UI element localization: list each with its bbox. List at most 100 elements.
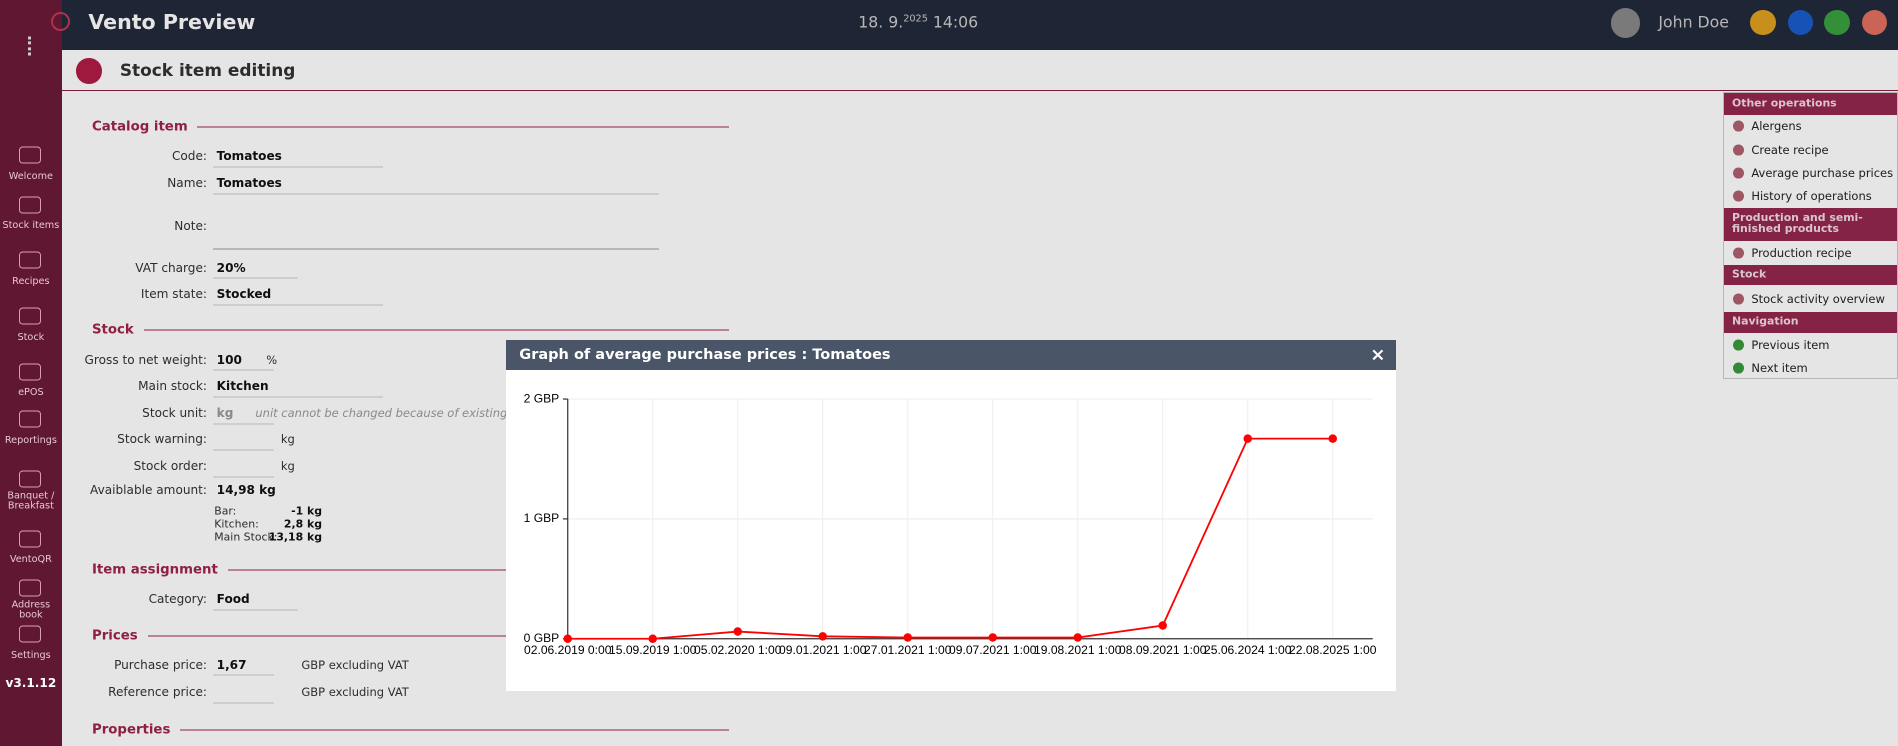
chat-icon[interactable]	[1824, 9, 1850, 36]
input[interactable]	[213, 702, 274, 704]
field-label: Avaiblable amount:	[90, 483, 207, 498]
page-title: Stock item editing	[119, 60, 296, 81]
panel-item[interactable]: Production recipe	[1751, 245, 1852, 260]
field-value[interactable]: kg	[216, 405, 234, 420]
sidebar-item[interactable]: Stock items	[2, 220, 60, 232]
sidebar-item[interactable]: Banquet / Breakfast	[7, 490, 55, 512]
panel-icon	[1733, 339, 1745, 351]
help-icon[interactable]	[1750, 9, 1776, 36]
panel-icon	[1733, 362, 1745, 374]
price-line	[567, 438, 1333, 641]
panel-item[interactable]: Average purchase prices	[1751, 165, 1894, 180]
sidebar-icon[interactable]	[19, 579, 42, 597]
sidebar-icon[interactable]	[19, 363, 42, 381]
input[interactable]	[213, 278, 298, 279]
sidebar-icon[interactable]	[19, 410, 42, 428]
phone-icon[interactable]	[1787, 9, 1814, 36]
panel-header: Stock	[1723, 264, 1897, 286]
panel-item[interactable]: History of operations	[1751, 188, 1872, 203]
input[interactable]	[213, 609, 298, 611]
input[interactable]	[213, 193, 659, 195]
input[interactable]	[213, 423, 274, 425]
price-point	[1158, 621, 1167, 631]
panel-item[interactable]: Previous item	[1751, 337, 1830, 352]
sidebar-icon[interactable]	[19, 470, 42, 488]
field-label: Reference price:	[108, 685, 207, 700]
section-title: Properties	[91, 722, 171, 738]
price-point	[1073, 633, 1082, 643]
modal-header	[505, 340, 1396, 371]
x-tick-label: 22.08.2025 1:00	[1289, 643, 1377, 657]
sidebar-icon[interactable]	[19, 251, 42, 269]
breakdown-label: Kitchen:	[214, 517, 259, 531]
panel-item[interactable]: Alergens	[1751, 118, 1802, 133]
price-point	[1243, 434, 1252, 444]
panel-item[interactable]: Create recipe	[1751, 142, 1829, 157]
user-name[interactable]: John Doe	[1658, 12, 1729, 32]
field-value[interactable]: Tomatoes	[216, 149, 282, 164]
field-label: Main stock:	[138, 379, 207, 394]
panel-item[interactable]: Stock activity overview	[1751, 291, 1885, 306]
x-tick-label: 15.09.2019 1:00	[609, 643, 697, 657]
input[interactable]	[213, 396, 383, 398]
time: 14:06	[932, 12, 979, 32]
field-value[interactable]: 20%	[216, 260, 246, 275]
unit: GBP excluding VAT	[301, 685, 409, 700]
back-button[interactable]	[76, 58, 102, 84]
y-tick-label: 0 GBP	[524, 631, 560, 645]
breakdown-value: 2,8 kg	[283, 517, 322, 531]
avatar[interactable]	[1611, 8, 1641, 38]
sidebar-item[interactable]: VentoQR	[9, 554, 52, 566]
panel-header: Production and semi-finished products	[1723, 207, 1897, 241]
x-tick-label: 25.06.2024 1:00	[1204, 643, 1292, 657]
breakdown-value: -1 kg	[291, 504, 322, 518]
input[interactable]	[213, 675, 274, 676]
logo[interactable]	[50, 12, 71, 32]
sidebar-item[interactable]: ePOS	[18, 387, 44, 399]
panel-item[interactable]: Next item	[1751, 360, 1808, 375]
field-label: Stock unit:	[142, 405, 207, 420]
field-value[interactable]: 100	[216, 352, 242, 367]
input[interactable]	[213, 304, 383, 306]
field-value[interactable]: 1,67	[216, 657, 247, 672]
sidebar-icon[interactable]	[19, 307, 42, 325]
sidebar-icon[interactable]	[19, 625, 42, 643]
sidebar-icon[interactable]	[19, 146, 42, 164]
field-value[interactable]: Kitchen	[216, 379, 269, 394]
field-value[interactable]: Tomatoes	[216, 175, 282, 190]
section-title: Item assignment	[91, 562, 218, 578]
power-icon[interactable]	[1861, 9, 1888, 36]
input[interactable]	[213, 476, 274, 478]
input[interactable]	[213, 166, 383, 168]
note-input[interactable]	[213, 203, 659, 250]
sidebar-item[interactable]: Stock	[17, 331, 45, 343]
section-line	[144, 329, 729, 331]
sidebar-item[interactable]: Welcome	[8, 170, 53, 182]
sidebar-item[interactable]: Address book	[11, 599, 51, 621]
field-value[interactable]: Stocked	[216, 287, 272, 302]
sidebar-icon[interactable]	[19, 530, 42, 548]
input[interactable]	[213, 449, 274, 451]
sidebar-icon[interactable]	[19, 196, 42, 214]
sidebar-item[interactable]: Reportings	[4, 434, 57, 446]
side-panel: Other operations Alergens Create recipe Ave…	[1722, 91, 1898, 379]
input[interactable]	[213, 370, 274, 371]
x-tick-label: 27.01.2021 1:00	[864, 643, 952, 657]
x-tick-label: 08.09.2021 1:00	[1119, 643, 1207, 657]
menu-dots[interactable]	[27, 36, 35, 56]
section-line	[180, 729, 729, 731]
sidebar-item[interactable]: Settings	[11, 650, 51, 662]
unit: kg	[280, 432, 295, 447]
section-line	[227, 569, 729, 571]
sidebar-item[interactable]: Recipes	[12, 276, 50, 288]
unit: %	[266, 352, 278, 367]
field-label: Stock order:	[133, 459, 207, 474]
field-label: Name:	[167, 175, 207, 190]
panel-header-text: Other operations	[1732, 96, 1837, 110]
close-button[interactable]: ×	[1370, 344, 1386, 366]
date-time: 18. 9.2025 14:06	[858, 12, 978, 31]
field-label: Stock warning:	[117, 432, 207, 447]
field-value[interactable]: Food	[216, 592, 250, 607]
section-line	[147, 635, 729, 636]
